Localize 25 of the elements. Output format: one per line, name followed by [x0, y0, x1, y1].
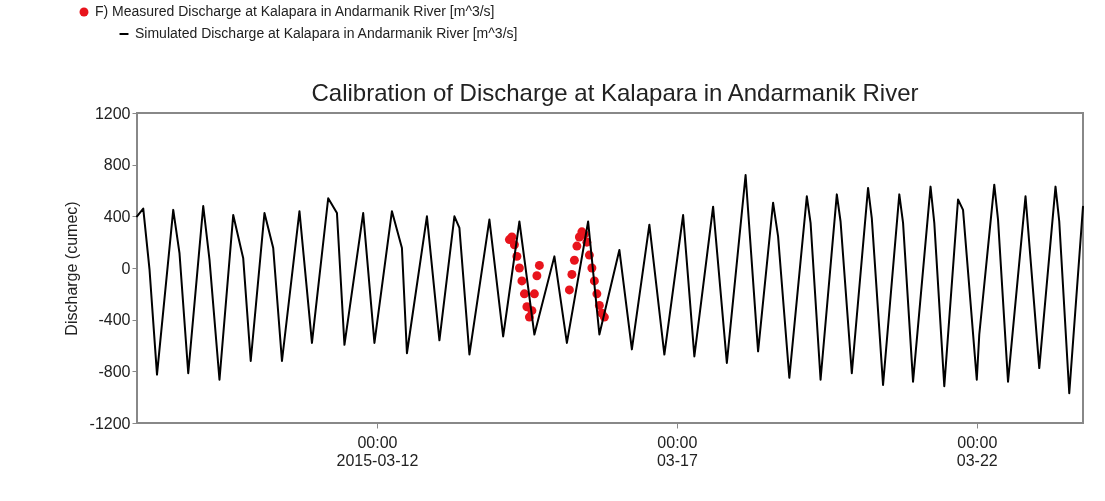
point [517, 276, 527, 286]
y-tick-label: 1200 [94, 104, 131, 122]
point [529, 289, 539, 299]
line-series [136, 174, 1084, 395]
point [514, 263, 524, 273]
x-tick-label: 00:00 03-22 [956, 433, 998, 469]
point [534, 260, 544, 270]
y-tick-label: 400 [103, 207, 131, 225]
point [532, 271, 542, 281]
y-axis-title: Discharge (cumec) [62, 201, 80, 336]
x-tick-label: 00:00 2015-03-12 [336, 433, 419, 469]
point [519, 289, 529, 299]
y-tick-label: -400 [98, 311, 131, 329]
point [567, 270, 577, 279]
chart-title: Calibration of Discharge at Kalapara in Andarmanik River [311, 79, 919, 106]
y-tick-label: 800 [103, 156, 131, 174]
y-tick-label: 0 [121, 259, 131, 277]
x-tick-label: 00:00 03-17 [656, 433, 698, 469]
point [572, 241, 582, 251]
y-tick-label: -1200 [89, 414, 131, 432]
point [564, 285, 574, 295]
legend-label: F) Measured Discharge at Kalapara in Andarmanik River [m^3/s] [95, 3, 495, 19]
point [569, 255, 579, 265]
y-tick-label: -800 [98, 362, 131, 380]
legend-label: Simulated Discharge at Kalapara in Andarmanik River [m^3/s] [135, 25, 518, 41]
